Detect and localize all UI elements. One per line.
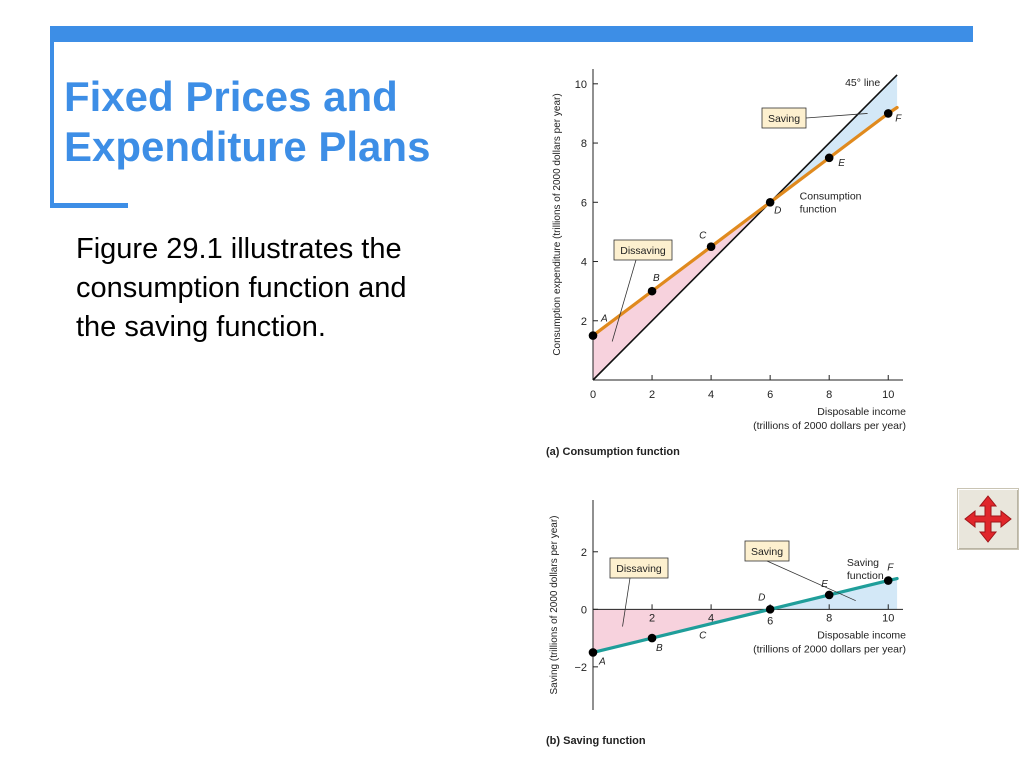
- 45-degree-line: [592, 74, 898, 381]
- saving-function-label-line-2: function: [847, 570, 884, 582]
- x-tick-label: 2: [649, 389, 655, 401]
- point-D: [765, 197, 775, 207]
- slide-title: Fixed Prices and Expenditure Plans: [64, 72, 494, 172]
- point-E: [824, 590, 834, 600]
- x-tick-label: 0: [590, 389, 596, 401]
- point-F: [883, 109, 893, 118]
- point-A: [588, 648, 598, 657]
- y-tick-label: 2: [581, 547, 587, 559]
- slide-body-text: Figure 29.1 illustrates the consumption …: [76, 230, 486, 347]
- consumption-function-chart: 0 2 4 6 8 10 2 4 6 8 10 A B C D E F Consumption expend…: [546, 69, 906, 458]
- header-accent-bar: [50, 26, 973, 42]
- x-axis-label-line-2: (trillions of 2000 dollars per year): [753, 420, 906, 432]
- y-axis-label: Saving (trillions of 2000 dollars per ye…: [549, 516, 560, 695]
- 45-degree-line-label: 45° line: [845, 77, 880, 89]
- point-label-E: E: [838, 158, 845, 169]
- point-D: [765, 605, 775, 614]
- y-tick-label: 2: [581, 316, 587, 328]
- x-axis-ticks: 2 4 6 8 10: [649, 604, 894, 627]
- y-tick-label: −2: [574, 662, 587, 674]
- navigation-button[interactable]: [957, 488, 1019, 550]
- x-axis-ticks: 0 2 4 6 8 10: [590, 375, 894, 401]
- x-tick-label: 8: [826, 389, 832, 401]
- body-line-2: consumption function and: [76, 272, 407, 304]
- point-C: [706, 242, 716, 252]
- point-F: [883, 576, 893, 585]
- point-label-E: E: [821, 579, 828, 590]
- saving-label: Saving: [768, 113, 800, 125]
- x-tick-label: 4: [708, 612, 714, 624]
- point-label-B: B: [656, 643, 663, 654]
- x-tick-label: 4: [708, 389, 714, 401]
- dissaving-label-pointer: [611, 259, 637, 342]
- consumption-points: A B C D E F: [588, 109, 902, 340]
- saving-function-chart: 2 4 6 8 10 2 0 −2 A B C D E F Saving (trillions of …: [546, 500, 906, 747]
- x-tick-label: 10: [882, 612, 894, 624]
- body-line-1: Figure 29.1 illustrates the: [76, 233, 402, 265]
- y-tick-label: 4: [581, 257, 587, 269]
- title-accent-bar: [50, 26, 54, 206]
- dissaving-label: Dissaving: [616, 563, 662, 575]
- x-tick-label: 6: [767, 615, 773, 627]
- move-arrows-icon: [964, 495, 1012, 543]
- title-underline-bar: [50, 203, 128, 208]
- title-line-2: Expenditure Plans: [64, 123, 431, 170]
- y-axis-ticks: 2 4 6 8 10: [575, 79, 598, 328]
- point-label-D: D: [774, 205, 781, 216]
- point-label-C: C: [699, 631, 707, 642]
- point-label-D: D: [758, 592, 765, 603]
- y-tick-label: 8: [581, 138, 587, 150]
- dissaving-label-pointer: [622, 577, 631, 627]
- dissaving-label-box: [613, 239, 673, 261]
- dissaving-label-box: [609, 557, 669, 579]
- consumption-saving-figure: 0 2 4 6 8 10 2 4 6 8 10 A B C D E F Consumption expend…: [546, 69, 906, 747]
- x-tick-label: 2: [649, 612, 655, 624]
- point-B: [647, 633, 657, 643]
- saving-points: A B C D E F: [588, 563, 894, 667]
- consumption-function-line: [591, 105, 899, 338]
- x-tick-label: 8: [826, 612, 832, 624]
- saving-function-label-line-1: Saving: [847, 557, 879, 569]
- dissaving-label: Dissaving: [620, 245, 666, 257]
- chart-caption: (a) Consumption function: [546, 446, 680, 458]
- point-A: [588, 331, 598, 340]
- x-tick-label: 6: [767, 389, 773, 401]
- y-axis-ticks: 2 0 −2: [574, 547, 598, 674]
- point-label-B: B: [653, 273, 660, 284]
- y-tick-label: 6: [581, 197, 587, 209]
- x-axis-label-line-2: (trillions of 2000 dollars per year): [753, 643, 906, 655]
- point-E: [824, 153, 834, 163]
- point-label-C: C: [699, 231, 707, 242]
- saving-label-pointer: [766, 560, 856, 602]
- consumption-function-label-line-1: Consumption: [800, 190, 862, 202]
- point-label-A: A: [600, 314, 608, 325]
- x-tick-label: 10: [882, 389, 894, 401]
- title-line-1: Fixed Prices and: [64, 73, 398, 120]
- saving-label-pointer: [805, 113, 868, 119]
- point-B: [647, 286, 657, 296]
- point-label-F: F: [887, 563, 894, 574]
- saving-label: Saving: [751, 546, 783, 558]
- y-axis-label: Consumption expenditure (trillions of 20…: [552, 93, 563, 355]
- y-tick-label: 0: [581, 604, 587, 616]
- body-line-3: the saving function.: [76, 311, 326, 343]
- x-axis-label-line-1: Disposable income: [817, 406, 906, 418]
- point-label-F: F: [895, 113, 902, 124]
- consumption-function-label-line-2: function: [800, 203, 837, 215]
- chart-caption: (b) Saving function: [546, 735, 646, 747]
- x-axis-label-line-1: Disposable income: [817, 629, 906, 641]
- point-label-A: A: [598, 656, 606, 667]
- y-tick-label: 10: [575, 79, 587, 91]
